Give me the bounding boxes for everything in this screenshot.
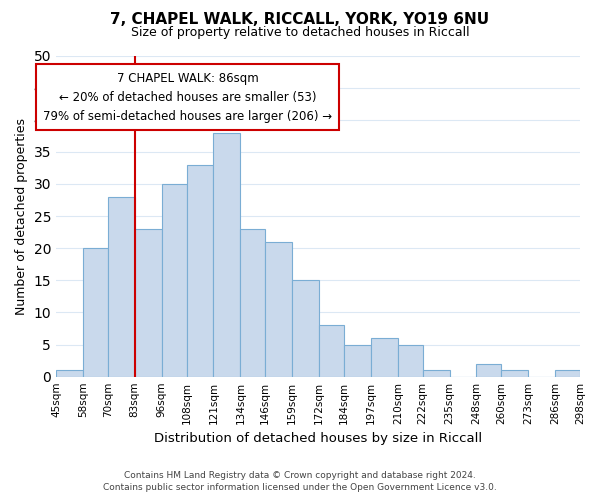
X-axis label: Distribution of detached houses by size in Riccall: Distribution of detached houses by size … [154,432,482,445]
Bar [344,344,371,376]
Text: Size of property relative to detached houses in Riccall: Size of property relative to detached ho… [131,26,469,39]
Bar [319,326,344,376]
Text: 7 CHAPEL WALK: 86sqm
← 20% of detached houses are smaller (53)
79% of semi-detac: 7 CHAPEL WALK: 86sqm ← 20% of detached h… [43,72,332,122]
Bar [241,229,265,376]
Bar [187,164,214,376]
Bar [555,370,580,376]
Bar [83,248,108,376]
Text: Contains HM Land Registry data © Crown copyright and database right 2024.
Contai: Contains HM Land Registry data © Crown c… [103,471,497,492]
Y-axis label: Number of detached properties: Number of detached properties [15,118,28,314]
Bar [265,242,292,376]
Bar [422,370,449,376]
Text: 7, CHAPEL WALK, RICCALL, YORK, YO19 6NU: 7, CHAPEL WALK, RICCALL, YORK, YO19 6NU [110,12,490,28]
Bar [214,132,241,376]
Bar [371,338,398,376]
Bar [476,364,502,376]
Bar [502,370,528,376]
Bar [292,280,319,376]
Bar [56,370,83,376]
Bar [161,184,187,376]
Bar [108,197,135,376]
Bar [135,229,161,376]
Bar [398,344,422,376]
